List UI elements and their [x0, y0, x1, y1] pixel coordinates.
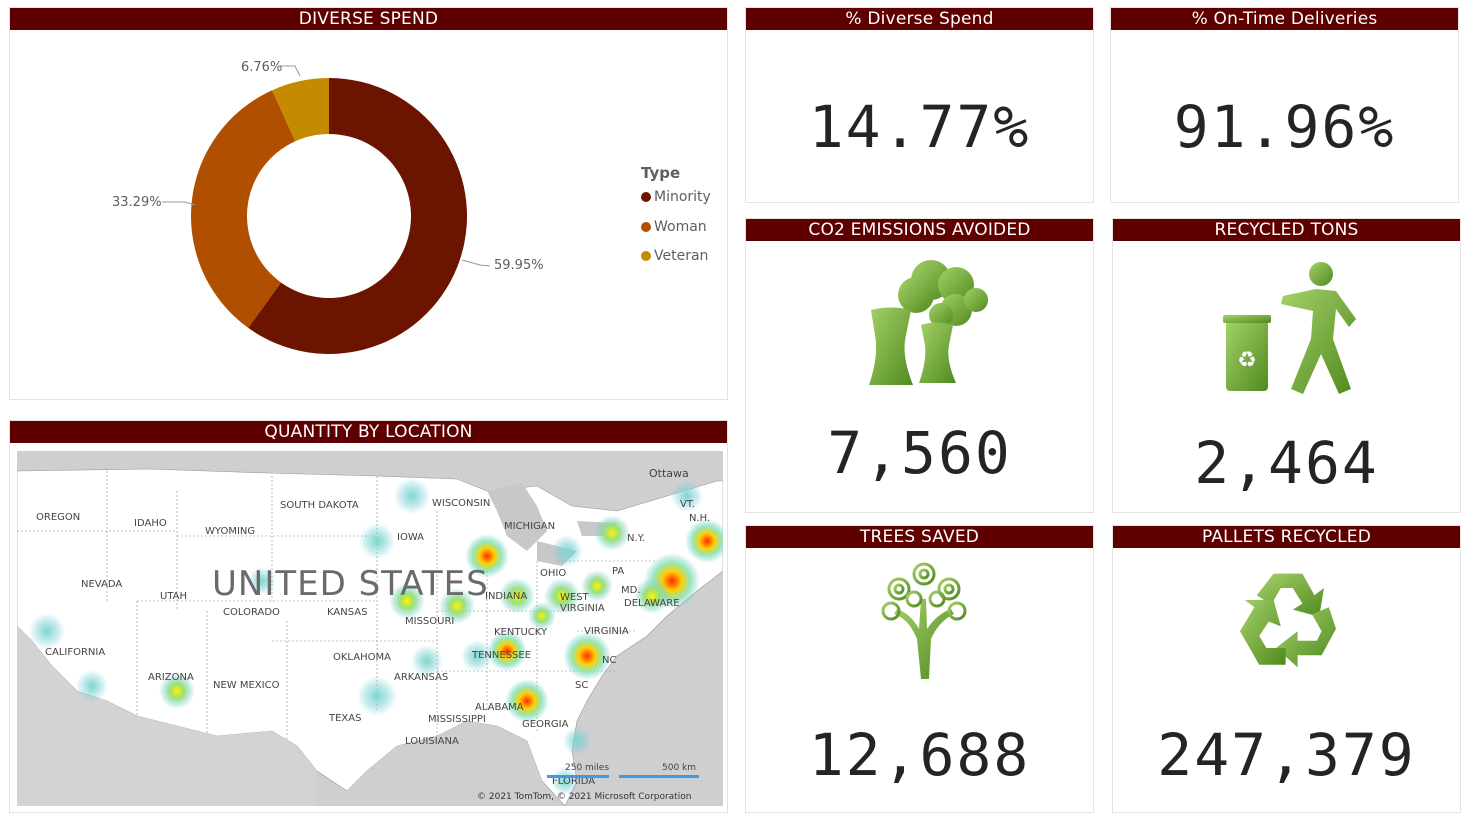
- state-label: OHIO: [540, 568, 567, 579]
- kpi-pallets-card: PALLETS RECYCLED 247,379: [1112, 525, 1461, 813]
- kpi-on-time-card: % On-Time Deliveries 91.96%: [1110, 7, 1459, 203]
- state-label: UTAH: [160, 591, 188, 602]
- slice-label-veteran: 6.76%: [241, 60, 283, 75]
- slice-label-minority: 59.95%: [494, 258, 544, 273]
- legend-item-woman[interactable]: Woman: [641, 219, 707, 235]
- state-label: OKLAHOMA: [333, 652, 391, 663]
- state-label: FLORIDA: [552, 776, 596, 787]
- kpi-diverse-spend-card: % Diverse Spend 14.77%: [745, 7, 1094, 203]
- donut-slice-veteran[interactable]: [272, 78, 329, 142]
- state-label: OREGON: [36, 512, 81, 523]
- map-title: QUANTITY BY LOCATION: [10, 421, 727, 443]
- state-label: MISSOURI: [405, 616, 455, 627]
- legend-dot-minority: [641, 192, 651, 202]
- state-label: KANSAS: [327, 607, 368, 618]
- state-label: NEVADA: [81, 579, 123, 590]
- state-label: WYOMING: [205, 526, 256, 537]
- country-label: UNITED STATES: [212, 564, 489, 604]
- us-map[interactable]: UNITED STATES OREGON IDAHO WYOMING SOUTH…: [17, 451, 723, 806]
- state-label: WISCONSIN: [432, 498, 491, 509]
- recycle-icon: [1240, 573, 1336, 668]
- state-label: ARKANSAS: [394, 672, 449, 683]
- scale-bar: 250 miles 500 km: [547, 763, 707, 783]
- state-label: CALIFORNIA: [45, 647, 106, 658]
- state-label: PA: [612, 566, 625, 577]
- factory-smoke-icon: [869, 260, 988, 385]
- leader-line-veteran: [280, 65, 301, 77]
- state-label: ARIZONA: [148, 672, 194, 683]
- state-label: SOUTH DAKOTA: [280, 500, 359, 511]
- kpi-value: 7,560: [827, 419, 1012, 487]
- state-label: VIRGINIA: [584, 626, 629, 637]
- state-label: LOUISIANA: [405, 736, 459, 747]
- state-label: COLORADO: [223, 607, 280, 618]
- kpi-value: 2,464: [1194, 429, 1379, 497]
- kpi-value: 12,688: [808, 721, 1031, 789]
- state-label: TENNESSEE: [472, 650, 532, 661]
- scale-km: 500 km: [662, 763, 697, 773]
- kpi-title: % On-Time Deliveries: [1111, 8, 1458, 30]
- state-label: ALABAMA: [475, 702, 524, 713]
- kpi-value: 247,379: [1157, 721, 1416, 789]
- diverse-spend-title: DIVERSE SPEND: [10, 8, 727, 30]
- kpi-title: CO2 EMISSIONS AVOIDED: [746, 219, 1093, 241]
- state-label: KENTUCKY: [494, 627, 548, 638]
- state-label: MISSISSIPPI: [428, 714, 486, 725]
- state-label: TEXAS: [329, 713, 362, 724]
- kpi-trees-card: TREES SAVED 12,688: [745, 525, 1094, 813]
- state-label: INDIANA: [485, 591, 528, 602]
- map-card: QUANTITY BY LOCATION: [9, 420, 728, 813]
- map-copyright: © 2021 TomTom, © 2021 Microsoft Corporat…: [477, 792, 692, 802]
- map-city-label: Ottawa: [649, 467, 689, 480]
- kpi-title: RECYCLED TONS: [1113, 219, 1460, 241]
- legend-item-minority[interactable]: Minority: [641, 189, 711, 205]
- svg-text:♻: ♻: [1237, 348, 1257, 373]
- legend-label: Minority: [654, 189, 711, 205]
- person-trash-recycle-icon: ♻: [1223, 262, 1356, 394]
- donut-slice-minority[interactable]: [248, 78, 468, 354]
- state-label: NC: [602, 655, 617, 666]
- legend-label: Woman: [654, 219, 707, 235]
- state-label: IOWA: [397, 532, 425, 543]
- kpi-title: % Diverse Spend: [746, 8, 1093, 30]
- kpi-title: PALLETS RECYCLED: [1113, 526, 1460, 548]
- state-label: IDAHO: [134, 518, 167, 529]
- kpi-title: TREES SAVED: [746, 526, 1093, 548]
- state-label: DELAWARE: [624, 598, 680, 609]
- legend-item-veteran[interactable]: Veteran: [641, 248, 708, 264]
- kpi-value: 14.77%: [808, 93, 1031, 161]
- state-label: GEORGIA: [522, 719, 569, 730]
- scale-miles: 250 miles: [565, 763, 610, 773]
- legend-dot-veteran: [641, 251, 651, 261]
- state-label: SC: [575, 680, 589, 691]
- diverse-spend-card: DIVERSE SPEND 6.76% 33.29% 59.95% Type M…: [9, 7, 728, 400]
- kpi-co2-card: CO2 EMISSIONS AVOIDED 7,560: [745, 218, 1094, 513]
- slice-label-woman: 33.29%: [112, 195, 162, 210]
- tree-icon: [881, 562, 967, 679]
- legend-title: Type: [641, 164, 681, 182]
- donut-slice-woman[interactable]: [190, 90, 296, 328]
- state-label: VT.: [680, 499, 695, 510]
- state-label: MICHIGAN: [504, 521, 556, 532]
- state-label: NEW MEXICO: [213, 680, 280, 691]
- legend-label: Veteran: [654, 248, 709, 264]
- kpi-value: 91.96%: [1173, 93, 1396, 161]
- donut-chart: [162, 65, 491, 354]
- leader-line-minority: [461, 259, 491, 267]
- map-land: [17, 451, 723, 806]
- legend-dot-woman: [641, 222, 651, 232]
- state-label: MD.: [621, 585, 641, 596]
- state-label: N.H.: [689, 513, 711, 524]
- state-label: N.Y.: [627, 533, 645, 544]
- heatmap-points: [29, 478, 723, 795]
- kpi-recycled-card: RECYCLED TONS ♻ 2,464: [1112, 218, 1461, 513]
- state-label: WEST VIRGINIA: [560, 592, 605, 614]
- leader-line-woman: [162, 201, 196, 206]
